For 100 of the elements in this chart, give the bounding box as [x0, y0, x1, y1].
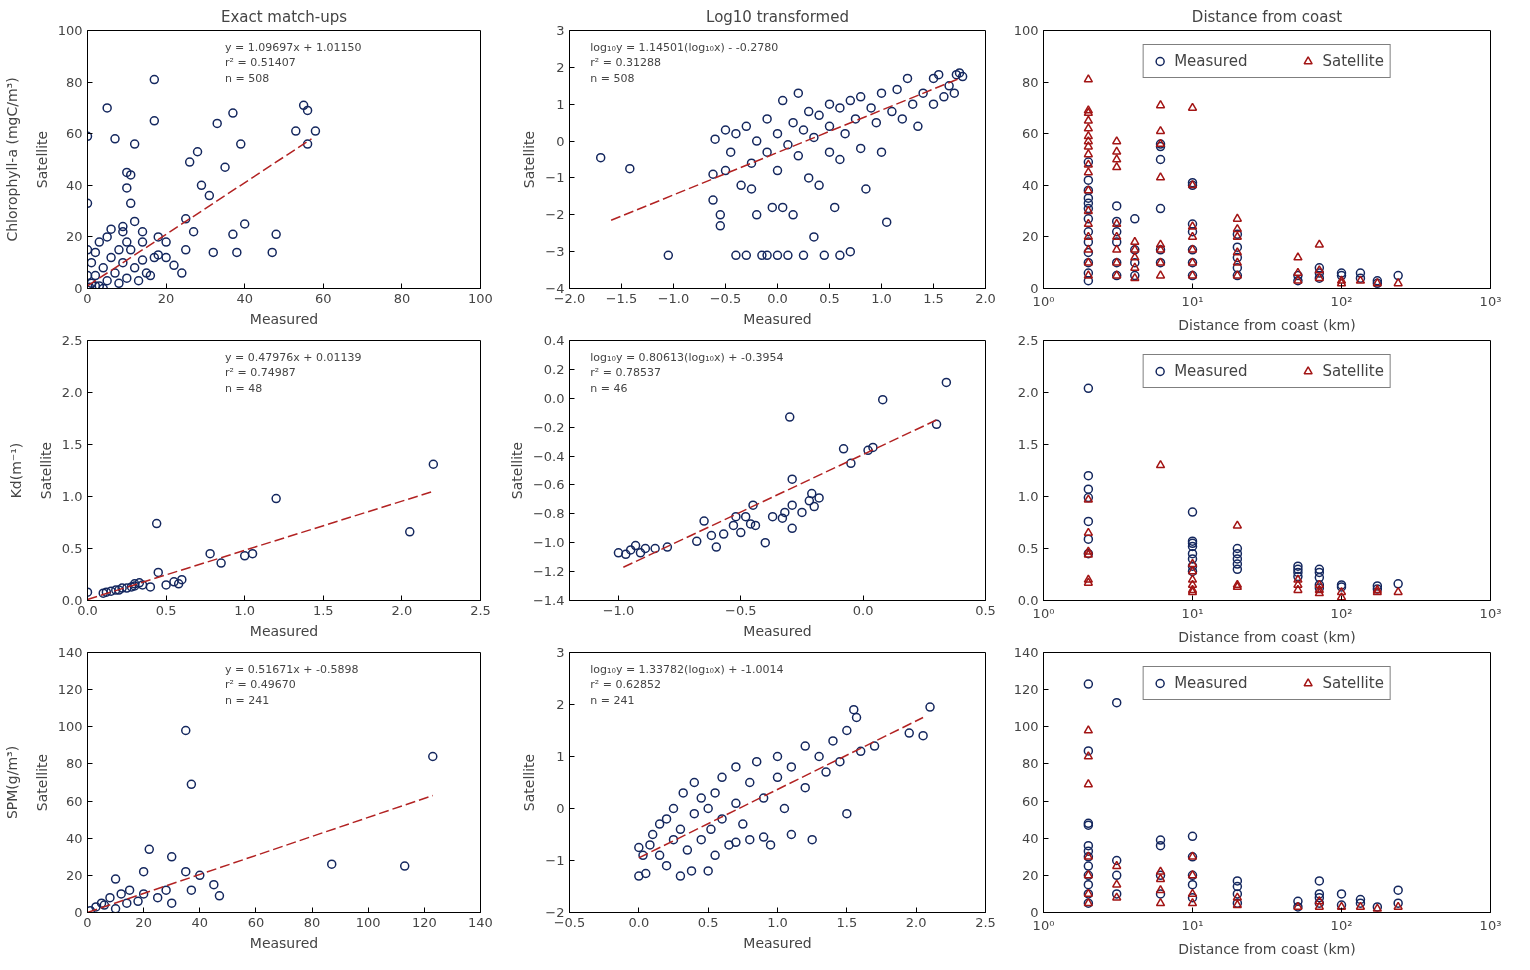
x-tick-label: 80 — [393, 290, 411, 306]
y-tick-label: 20 — [65, 229, 83, 245]
x-axis-title: Measured — [743, 622, 812, 639]
x-tick-label: 2.5 — [470, 602, 491, 618]
y-tick-label: 20 — [65, 867, 83, 883]
y-tick-label: −1 — [545, 170, 565, 186]
legend-label: Satellite — [1322, 362, 1384, 380]
text: SPM(g/m³) — [3, 745, 20, 820]
chart-title: Exact match-ups — [220, 7, 348, 26]
y-tick-label: 1 — [556, 749, 565, 764]
annotation: log₁₀y = 1.33782(log₁₀x) + -1.0014 r² = 0.62852 n = 241 — [590, 662, 784, 708]
y-tick-label: 100 — [57, 719, 83, 735]
x-tick-label: 10⁰ — [1032, 605, 1055, 621]
x-tick-label: 10⁰ — [1032, 917, 1055, 933]
x-tick-label: 40 — [191, 914, 209, 930]
y-tick-label: 80 — [65, 74, 83, 90]
x-tick-label: −0.5 — [725, 602, 757, 618]
y-tick-label: 3 — [556, 645, 565, 660]
legend-label: Satellite — [1322, 674, 1384, 692]
x-tick-label: 140 — [468, 914, 493, 930]
y-tick-label: 0 — [556, 801, 565, 816]
text: Kd(m⁻¹) — [7, 442, 24, 499]
y-tick-label: 1.5 — [61, 437, 83, 452]
annotation: y = 1.09697x + 1.01150 r² = 0.51407 n = 508 — [225, 40, 362, 86]
y-tick-label: −1.0 — [532, 535, 565, 551]
x-tick-label: 60 — [247, 914, 265, 930]
x-tick-label: 10¹ — [1181, 605, 1204, 621]
legend-label: Satellite — [1322, 52, 1384, 70]
x-tick-label: 1.0 — [767, 914, 788, 930]
legend-label: Measured — [1174, 362, 1248, 380]
x-axis-title: Measured — [743, 934, 812, 951]
y-axis-title: Satellite — [508, 441, 525, 500]
y-axis-title: Satellite — [33, 130, 50, 189]
annotation: y = 0.47976x + 0.01139 r² = 0.74987 n = 48 — [225, 350, 362, 396]
y-tick-label: 40 — [65, 177, 83, 193]
x-tick-label: 1.0 — [871, 290, 892, 306]
x-tick-label: 1.5 — [923, 290, 944, 306]
y-tick-label: 100 — [1013, 719, 1039, 735]
y-tick-label: 2.5 — [61, 333, 83, 348]
y-tick-label: 40 — [65, 830, 83, 846]
legend-label: Measured — [1174, 52, 1248, 70]
x-tick-label: 20 — [157, 290, 175, 306]
x-tick-label: 1.5 — [312, 602, 334, 618]
y-tick-label: −0.6 — [532, 477, 565, 493]
y-tick-label: 2.0 — [61, 385, 83, 400]
y-tick-label: 2.5 — [1017, 333, 1039, 348]
x-tick-label: 100 — [468, 290, 493, 306]
y-tick-label: 120 — [57, 682, 83, 698]
x-axis-title: Distance from coast (km) — [1178, 316, 1356, 333]
y-tick-label: 100 — [1013, 23, 1039, 38]
annotation: log₁₀y = 1.14501(log₁₀x) - -0.2780 r² = 0.31288 n = 508 — [590, 40, 779, 86]
y-tick-label: −0.2 — [532, 419, 565, 435]
y-tick-label: −1 — [545, 853, 565, 868]
y-tick-label: −2 — [545, 207, 565, 223]
x-tick-label: 0.5 — [697, 914, 719, 930]
y-tick-label: −0.8 — [532, 506, 565, 522]
x-axis-title: Measured — [249, 934, 319, 951]
x-axis-title: Distance from coast (km) — [1178, 940, 1356, 957]
y-tick-label: 0.5 — [61, 541, 83, 556]
y-tick-label: 0.5 — [1017, 541, 1039, 556]
x-tick-label: −0.5 — [709, 290, 742, 306]
x-tick-label: 60 — [315, 290, 332, 306]
x-tick-label: 2.0 — [975, 290, 996, 306]
x-tick-label: −1.0 — [657, 290, 690, 306]
y-tick-label: 60 — [1021, 126, 1039, 142]
x-tick-label: 10¹ — [1181, 917, 1204, 933]
annotation: log₁₀y = 0.80613(log₁₀x) + -0.3954 r² = 0.78537 n = 46 — [590, 350, 784, 396]
y-tick-label: 2.0 — [1017, 385, 1039, 400]
x-tick-label: 10² — [1330, 917, 1353, 933]
y-tick-label: 2 — [556, 697, 565, 712]
y-tick-label: 20 — [1021, 867, 1039, 883]
y-axis-title: Satellite — [37, 441, 54, 500]
y-tick-label: 40 — [1021, 177, 1039, 193]
y-tick-label: −0.4 — [532, 448, 565, 464]
x-tick-label: 10³ — [1479, 917, 1502, 933]
x-tick-label: 10² — [1330, 605, 1353, 621]
y-tick-label: 0.4 — [543, 333, 565, 348]
text: Chlorophyll-a (mgC/m³) — [3, 77, 20, 242]
y-tick-label: 2 — [556, 59, 565, 75]
x-tick-label: 0.5 — [975, 602, 996, 618]
x-axis-title: Measured — [743, 310, 812, 327]
y-tick-label: 60 — [1021, 793, 1039, 809]
x-tick-label: 1.5 — [836, 914, 858, 930]
x-tick-label: 2.5 — [975, 914, 996, 930]
chart-title: Distance from coast — [1191, 7, 1343, 26]
y-tick-label: 20 — [1021, 229, 1039, 245]
x-tick-label: 120 — [411, 914, 437, 930]
y-tick-label: 1.0 — [1017, 489, 1039, 504]
x-tick-label: 10² — [1330, 293, 1353, 309]
x-tick-label: 0.0 — [628, 914, 650, 930]
y-axis-title: Satellite — [521, 130, 538, 189]
y-tick-label: 140 — [1013, 645, 1039, 660]
x-tick-label: 0.5 — [155, 602, 177, 618]
chart-title: Log10 transformed — [706, 7, 849, 26]
y-axis-title: Satellite — [33, 753, 50, 812]
x-tick-label: −1.5 — [605, 290, 638, 306]
x-tick-label: 10¹ — [1181, 293, 1204, 309]
y-tick-label: 1.0 — [61, 489, 83, 504]
y-tick-label: 140 — [57, 645, 83, 660]
x-tick-label: 10³ — [1479, 293, 1502, 309]
